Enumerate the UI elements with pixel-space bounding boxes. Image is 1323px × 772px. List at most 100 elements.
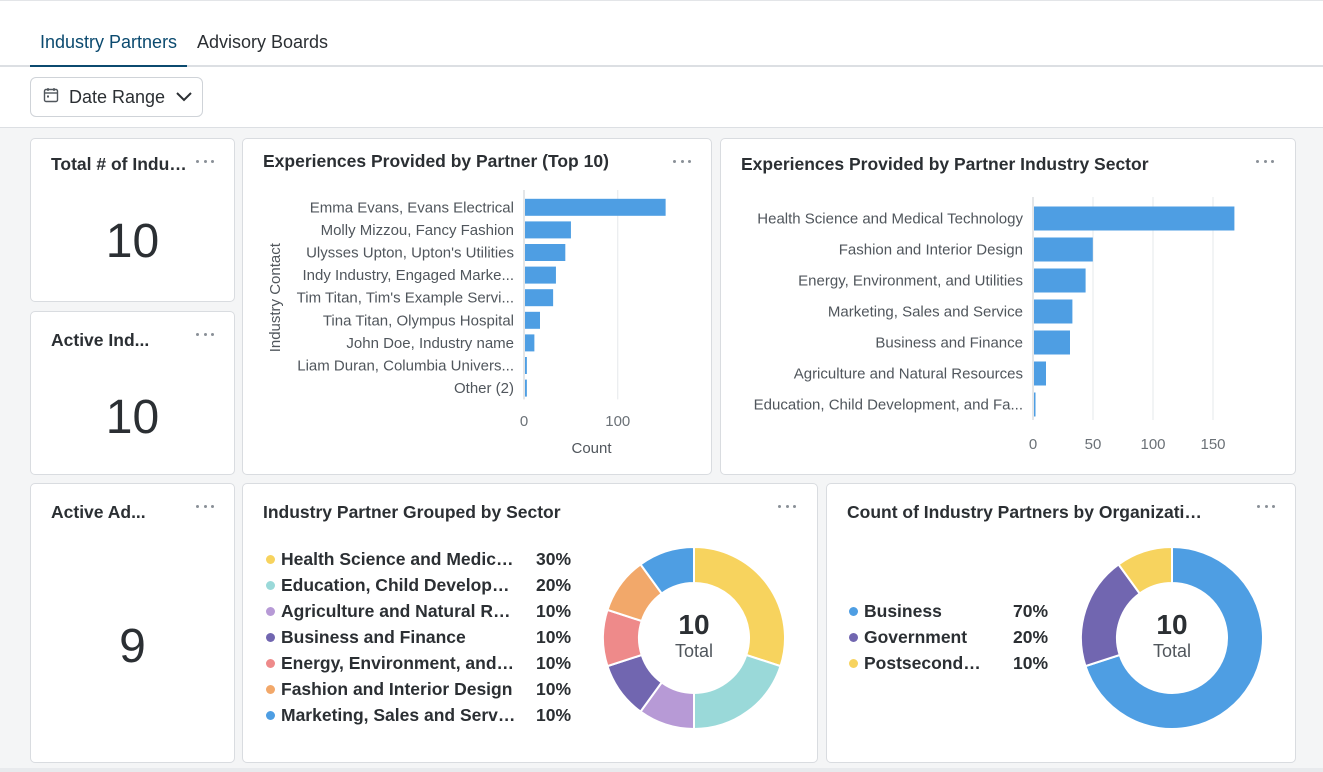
x-tick-label: 0: [520, 413, 528, 430]
donut-slice[interactable]: [639, 546, 695, 595]
legend-item[interactable]: Marketing, Sales and Service: [266, 705, 518, 726]
more-options-icon[interactable]: [192, 151, 218, 171]
kpi-card-active-industry: Active Ind... 10: [30, 311, 235, 475]
calendar-icon: [43, 87, 59, 108]
y-tick-label: Molly Mizzou, Fancy Fashion: [321, 222, 514, 239]
legend-percent: 10%: [1013, 653, 1049, 673]
bar[interactable]: [525, 379, 527, 397]
more-options-icon[interactable]: [192, 324, 218, 344]
y-tick-label: Liam Duran, Columbia Univers...: [297, 358, 514, 375]
legend-item[interactable]: Postsecondar...: [849, 653, 989, 674]
bar[interactable]: [525, 198, 666, 216]
legend-percent: 10%: [536, 705, 572, 725]
donut-slice[interactable]: [693, 653, 782, 730]
filter-toolbar: Date Range: [0, 67, 1323, 128]
more-options-icon[interactable]: [669, 151, 695, 171]
y-tick-label: Energy, Environment, and Utilities: [798, 273, 1023, 290]
kpi-value: 10: [105, 215, 160, 268]
legend-label: Government: [864, 627, 968, 647]
legend-item[interactable]: Business and Finance: [266, 627, 518, 648]
donut-total-value: 10: [1156, 609, 1188, 640]
x-tick-label: 150: [1200, 436, 1225, 453]
legend-percent: 10%: [536, 679, 572, 699]
bar[interactable]: [525, 311, 540, 329]
bar[interactable]: [1034, 299, 1073, 324]
legend-item[interactable]: Agriculture and Natural Res...: [266, 601, 518, 622]
bar-chart-experiences-by-partner: 0 100 Emma Evans, Evans Electrical Molly Mi…: [267, 190, 666, 457]
y-tick-label: Agriculture and Natural Resources: [794, 366, 1023, 383]
legend-percent: 20%: [536, 575, 572, 595]
kpi-value: 9: [119, 620, 146, 673]
more-options-icon[interactable]: [1252, 151, 1278, 171]
y-tick-label: Emma Evans, Evans Electrical: [310, 199, 514, 216]
legend-swatch: [266, 581, 275, 590]
y-tick-label: Indy Industry, Engaged Marke...: [302, 267, 514, 284]
more-options-icon[interactable]: [1253, 496, 1279, 516]
legend-label: Agriculture and Natural Res...: [281, 601, 518, 621]
chart-card-experiences-by-sector: Experiences Provided by Partner Industry…: [720, 138, 1296, 475]
legend-item[interactable]: Business: [849, 601, 989, 622]
legend-item[interactable]: Health Science and Medical ...: [266, 549, 518, 570]
legend-item[interactable]: Education, Child Developme...: [266, 575, 518, 596]
legend-item[interactable]: Fashion and Interior Design: [266, 679, 518, 700]
y-tick-label: Health Science and Medical Technology: [757, 211, 1023, 228]
y-tick-label: Other (2): [454, 380, 514, 397]
x-axis-label: Count: [571, 440, 612, 457]
more-options-icon[interactable]: [192, 496, 218, 516]
bar[interactable]: [1034, 330, 1070, 355]
legend-label: Education, Child Developme...: [281, 575, 518, 595]
kpi-title: Active Ad...: [51, 502, 146, 522]
bar[interactable]: [1034, 392, 1036, 417]
kpi-card-active-advisory: Active Ad... 9: [30, 483, 235, 763]
bar[interactable]: [525, 266, 556, 284]
bar[interactable]: [1034, 206, 1235, 231]
legend-percent: 10%: [536, 627, 572, 647]
legend-percent: 20%: [1013, 627, 1049, 647]
bar[interactable]: [525, 289, 554, 307]
kpi-title: Total # of Indust...: [51, 154, 196, 174]
legend-percent: 10%: [536, 653, 572, 673]
donut-center: 10 Total: [1122, 610, 1222, 662]
bar[interactable]: [525, 357, 527, 374]
donut-chart-by-organization: [1080, 546, 1264, 730]
tab-advisory-boards[interactable]: Advisory Boards: [197, 32, 329, 52]
legend-label: Energy, Environment, and U...: [281, 653, 518, 673]
donut-slice[interactable]: [1084, 546, 1264, 730]
chart-card-partner-grouped-by-sector: Industry Partner Grouped by Sector Healt…: [242, 483, 818, 763]
chart-card-partners-by-organization: Count of Industry Partners by Organizati…: [826, 483, 1296, 763]
legend-label: Business: [864, 601, 942, 621]
bar[interactable]: [525, 221, 571, 239]
chevron-down-icon: [175, 91, 193, 103]
y-axis-label: Industry Contact: [267, 242, 284, 352]
legend-item[interactable]: Energy, Environment, and U...: [266, 653, 518, 674]
footer-divider: [0, 768, 1323, 772]
donut-slice[interactable]: [693, 546, 786, 668]
kpi-title: Active Ind...: [51, 330, 150, 350]
bar[interactable]: [1034, 361, 1046, 386]
chart-title: Industry Partner Grouped by Sector: [263, 502, 561, 522]
donut-total-label: Total: [1152, 641, 1192, 661]
chart-title: Count of Industry Partners by Organizati…: [847, 502, 1207, 522]
bar[interactable]: [1034, 268, 1086, 293]
legend-label: Marketing, Sales and Service: [281, 705, 518, 725]
bar-chart-experiences-by-sector: 0 50 100 150 Health Science and Medical Tech…: [754, 197, 1235, 453]
legend-percent: 70%: [1013, 601, 1049, 621]
tab-bar: Industry Partners Advisory Boards: [0, 0, 1323, 68]
donut-slice[interactable]: [1117, 546, 1173, 595]
date-range-label: Date Range: [69, 86, 166, 107]
bar[interactable]: [525, 244, 566, 261]
y-tick-label: Tim Titan, Tim's Example Servi...: [297, 290, 514, 307]
y-tick-label: Tina Titan, Olympus Hospital: [323, 312, 514, 329]
y-tick-label: Business and Finance: [875, 335, 1023, 352]
legend-swatch: [266, 711, 275, 720]
bar[interactable]: [1034, 237, 1093, 262]
date-range-dropdown[interactable]: Date Range: [30, 77, 203, 117]
bar[interactable]: [525, 334, 535, 352]
legend-item[interactable]: Government: [849, 627, 989, 648]
y-tick-label: Ulysses Upton, Upton's Utilities: [306, 245, 514, 262]
tab-industry-partners[interactable]: Industry Partners: [40, 32, 178, 52]
y-tick-label: Education, Child Development, and Fa...: [754, 397, 1023, 414]
more-options-icon[interactable]: [774, 496, 800, 516]
legend-label: Business and Finance: [281, 627, 466, 647]
legend-swatch: [849, 633, 858, 642]
